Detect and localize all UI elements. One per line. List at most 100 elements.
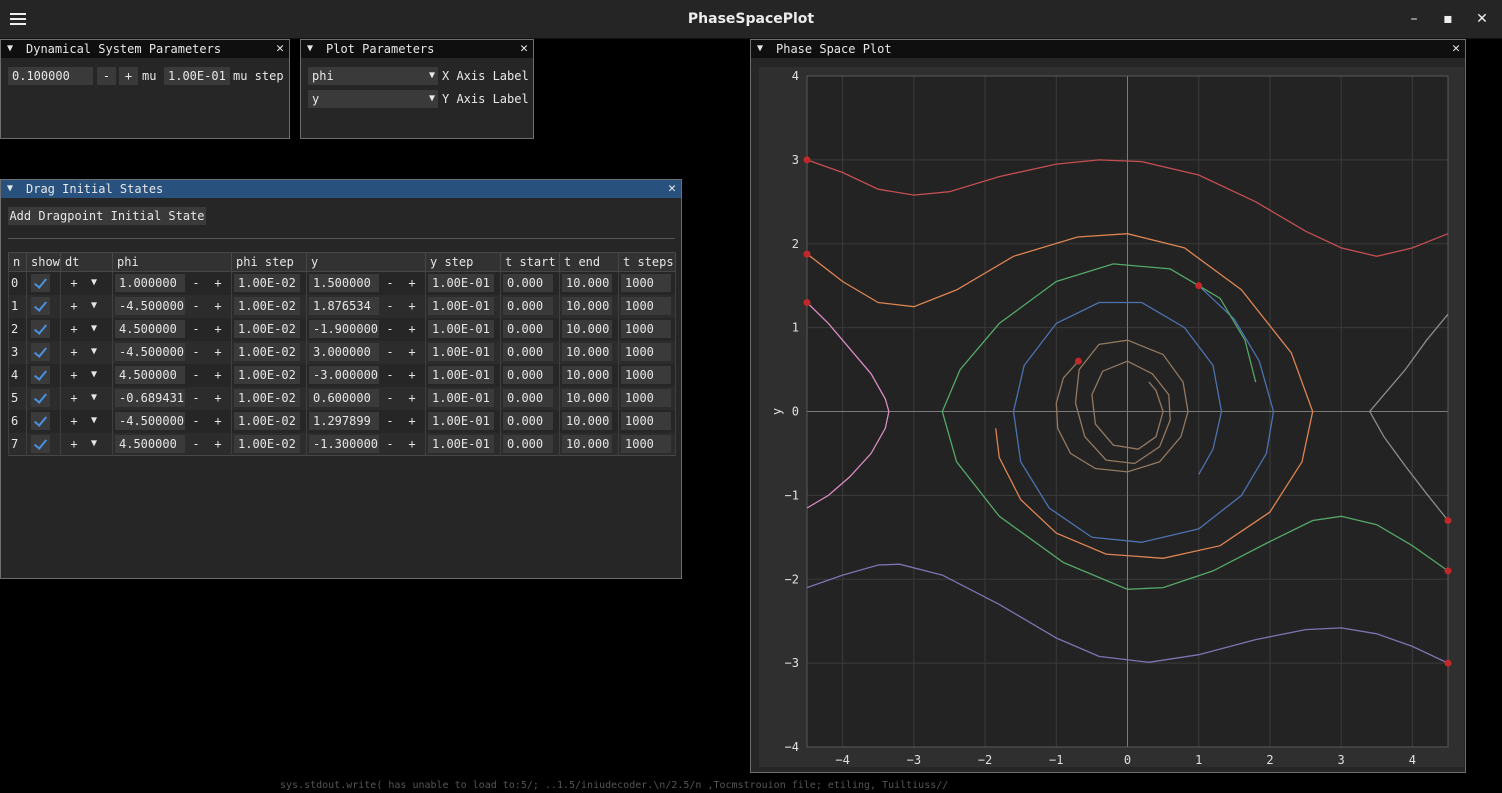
phi-decrement-button[interactable]: - xyxy=(192,299,200,313)
phi-increment-button[interactable]: + xyxy=(214,368,222,382)
phi-input[interactable]: -4.500000 xyxy=(115,297,185,315)
y-increment-button[interactable]: + xyxy=(408,391,416,405)
phi-step-input[interactable]: 1.00E-02 xyxy=(234,366,300,384)
close-icon[interactable]: ✕ xyxy=(276,41,284,56)
y-step-input[interactable]: 1.00E-01 xyxy=(428,320,494,338)
phi-decrement-button[interactable]: - xyxy=(192,368,200,382)
show-checkbox[interactable] xyxy=(31,389,50,407)
collapse-icon[interactable]: ▼ xyxy=(7,43,14,54)
t-steps-input[interactable]: 1000 xyxy=(621,389,671,407)
phi-decrement-button[interactable]: - xyxy=(192,391,200,405)
dynamical-system-titlebar[interactable]: ▼ Dynamical System Parameters ✕ xyxy=(1,40,289,58)
chevron-down-icon[interactable]: ▼ xyxy=(90,437,98,449)
y-decrement-button[interactable]: - xyxy=(386,345,394,359)
y-input[interactable]: -1.900000 xyxy=(309,320,379,338)
y-decrement-button[interactable]: - xyxy=(386,299,394,313)
initial-state-dragpoint[interactable] xyxy=(1444,659,1452,667)
y-input[interactable]: 1.876534 xyxy=(309,297,379,315)
t-start-input[interactable]: 0.000 xyxy=(503,274,553,293)
close-icon[interactable]: ✕ xyxy=(668,181,676,196)
t-start-input[interactable]: 0.000 xyxy=(503,320,553,338)
t-start-input[interactable]: 0.000 xyxy=(503,434,553,453)
y-input[interactable]: 1.500000 xyxy=(309,274,379,293)
phi-decrement-button[interactable]: - xyxy=(192,436,200,451)
phi-input[interactable]: -4.500000 xyxy=(115,412,185,430)
y-increment-button[interactable]: + xyxy=(408,345,416,359)
t-start-input[interactable]: 0.000 xyxy=(503,343,553,361)
phi-increment-button[interactable]: + xyxy=(214,436,222,451)
phi-step-input[interactable]: 1.00E-02 xyxy=(234,412,300,430)
show-checkbox[interactable] xyxy=(31,343,50,361)
t-start-input[interactable]: 0.000 xyxy=(503,297,553,315)
phi-decrement-button[interactable]: - xyxy=(192,276,200,291)
show-checkbox[interactable] xyxy=(31,412,50,430)
phi-increment-button[interactable]: + xyxy=(214,414,222,428)
plot-parameters-titlebar[interactable]: ▼ Plot Parameters ✕ xyxy=(301,40,533,58)
y-increment-button[interactable]: + xyxy=(408,414,416,428)
phi-step-input[interactable]: 1.00E-02 xyxy=(234,343,300,361)
phi-input[interactable]: 1.000000 xyxy=(115,274,185,293)
phi-input[interactable]: 4.500000 xyxy=(115,366,185,384)
show-checkbox[interactable] xyxy=(31,434,50,453)
t-steps-input[interactable]: 1000 xyxy=(621,320,671,338)
t-steps-input[interactable]: 1000 xyxy=(621,366,671,384)
y-decrement-button[interactable]: - xyxy=(386,436,394,451)
y-decrement-button[interactable]: - xyxy=(386,414,394,428)
close-icon[interactable]: ✕ xyxy=(1452,41,1460,56)
phi-input[interactable]: 4.500000 xyxy=(115,434,185,453)
dt-increment-button[interactable]: + xyxy=(70,276,78,291)
t-start-input[interactable]: 0.000 xyxy=(503,389,553,407)
initial-state-dragpoint[interactable] xyxy=(1444,567,1452,575)
initial-state-dragpoint[interactable] xyxy=(1074,357,1082,365)
initial-state-dragpoint[interactable] xyxy=(803,250,811,258)
minimize-button[interactable]: – xyxy=(1410,11,1418,27)
mu-step-input[interactable]: 1.00E-01 xyxy=(164,67,230,85)
chevron-down-icon[interactable]: ▼ xyxy=(90,369,98,380)
t-steps-input[interactable]: 1000 xyxy=(621,412,671,430)
dt-increment-button[interactable]: + xyxy=(70,436,78,451)
t-end-input[interactable]: 10.000 xyxy=(562,297,612,315)
t-start-input[interactable]: 0.000 xyxy=(503,366,553,384)
y-axis-select[interactable]: y ▼ xyxy=(308,90,438,108)
y-input[interactable]: -3.000000 xyxy=(309,366,379,384)
chevron-down-icon[interactable]: ▼ xyxy=(90,277,98,289)
phi-increment-button[interactable]: + xyxy=(214,345,222,359)
collapse-icon[interactable]: ▼ xyxy=(7,183,14,194)
chevron-down-icon[interactable]: ▼ xyxy=(428,93,435,104)
mu-increment-button[interactable]: + xyxy=(119,67,138,85)
t-end-input[interactable]: 10.000 xyxy=(562,343,612,361)
collapse-icon[interactable]: ▼ xyxy=(757,43,764,54)
y-increment-button[interactable]: + xyxy=(408,436,416,451)
maximize-button[interactable]: ▪ xyxy=(1443,11,1453,27)
y-step-input[interactable]: 1.00E-01 xyxy=(428,343,494,361)
y-step-input[interactable]: 1.00E-01 xyxy=(428,297,494,315)
chevron-down-icon[interactable]: ▼ xyxy=(90,300,98,311)
phi-input[interactable]: -4.500000 xyxy=(115,343,185,361)
y-input[interactable]: -1.300000 xyxy=(309,434,379,453)
phi-increment-button[interactable]: + xyxy=(214,276,222,291)
show-checkbox[interactable] xyxy=(31,320,50,338)
y-step-input[interactable]: 1.00E-01 xyxy=(428,274,494,293)
close-window-button[interactable]: ✕ xyxy=(1476,11,1488,27)
dt-increment-button[interactable]: + xyxy=(70,368,78,382)
y-decrement-button[interactable]: - xyxy=(386,276,394,291)
initial-state-dragpoint[interactable] xyxy=(1444,517,1452,525)
phi-decrement-button[interactable]: - xyxy=(192,414,200,428)
y-decrement-button[interactable]: - xyxy=(386,322,394,336)
chevron-down-icon[interactable]: ▼ xyxy=(90,323,98,334)
chevron-down-icon[interactable]: ▼ xyxy=(428,70,435,81)
collapse-icon[interactable]: ▼ xyxy=(307,43,314,54)
phi-increment-button[interactable]: + xyxy=(214,391,222,405)
y-increment-button[interactable]: + xyxy=(408,276,416,291)
initial-state-dragpoint[interactable] xyxy=(803,299,811,307)
phi-decrement-button[interactable]: - xyxy=(192,345,200,359)
phi-input[interactable]: 4.500000 xyxy=(115,320,185,338)
phi-step-input[interactable]: 1.00E-02 xyxy=(234,274,300,293)
show-checkbox[interactable] xyxy=(31,297,50,315)
t-end-input[interactable]: 10.000 xyxy=(562,366,612,384)
mu-decrement-button[interactable]: - xyxy=(97,67,116,85)
t-end-input[interactable]: 10.000 xyxy=(562,434,612,453)
menu-icon[interactable] xyxy=(10,13,26,26)
mu-input[interactable]: 0.100000 xyxy=(8,67,93,85)
t-steps-input[interactable]: 1000 xyxy=(621,274,671,293)
